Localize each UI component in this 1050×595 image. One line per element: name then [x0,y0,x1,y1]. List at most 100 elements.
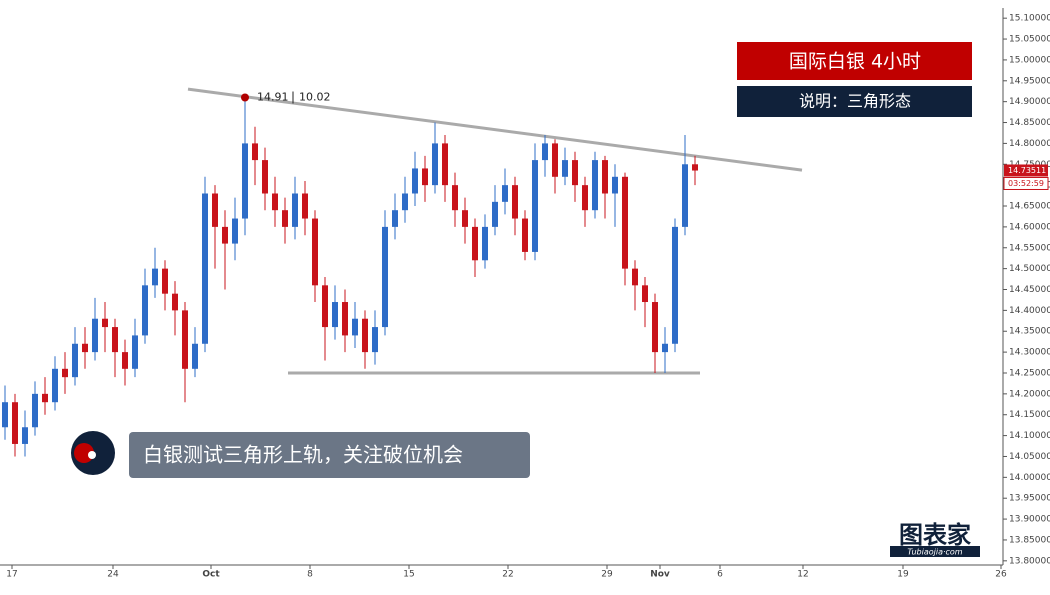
candle-body [42,393,48,403]
chart-subtitle: 说明：三角形态 [799,92,911,111]
y-tick-label: 14.55000 [1009,243,1050,253]
candle-body [422,168,428,186]
candle-body [282,210,288,227]
y-tick-label: 14.00000 [1009,473,1050,483]
candle-body [662,343,668,353]
x-tick-label: 12 [797,570,808,580]
y-tick-label: 14.40000 [1009,306,1050,316]
candle-body [152,268,158,286]
y-tick-label: 14.15000 [1009,410,1050,420]
candle-body [52,368,58,403]
candle-body [32,393,38,428]
y-tick-label: 14.05000 [1009,452,1050,462]
analyst-icon-detail [88,451,96,459]
candle-body [232,218,238,244]
candle-body [572,160,578,186]
candle-body [202,193,208,344]
analyst-icon-detail [74,443,94,463]
candle-body [102,318,108,328]
callout-text: 白银测试三角形上轨，关注破位机会 [143,443,463,467]
x-tick-label: 26 [995,570,1007,580]
candle-body [262,160,268,194]
x-tick-label: 8 [307,570,313,580]
y-tick-label: 15.10000 [1009,14,1050,24]
candle-body [562,160,568,177]
candle-body [12,402,18,444]
chart-title: 国际白银 4小时 [789,51,921,73]
candle-body [72,343,78,378]
candle-body [192,343,198,369]
candle-body [632,268,638,286]
x-tick-label: Nov [650,570,670,580]
candle-body [592,160,598,211]
candle-body [222,226,228,244]
candle-body [372,327,378,353]
candle-body [352,318,358,336]
peak-change: 10.02 [299,90,331,103]
x-tick-label: 24 [107,570,119,580]
candle-body [652,302,658,353]
candle-body [542,143,548,161]
y-tick-label: 14.20000 [1009,389,1050,399]
y-tick-label: 13.85000 [1009,535,1050,545]
candle-body [582,185,588,211]
candle-body [82,343,88,353]
candle-body [112,327,118,353]
y-tick-label: 15.00000 [1009,55,1050,65]
x-tick-label: Oct [202,570,220,580]
x-tick-label: 29 [601,570,613,580]
candle-body [412,168,418,194]
subtitle-box [737,86,972,117]
candle-body [182,310,188,369]
peak-price: 14.91 [257,90,289,103]
x-tick-label: 15 [403,570,414,580]
logo-url: Tubiaojia·com [907,548,962,557]
candle-body [312,218,318,286]
candle-body [522,218,528,252]
candle-body [502,185,508,202]
candle-body [482,226,488,261]
y-tick-label: 14.35000 [1009,327,1050,337]
candle-body [672,226,678,344]
logo: 图表家 [899,521,971,549]
candle-body [492,201,498,227]
candle-body [532,160,538,252]
candle-body [442,143,448,186]
candle-body [382,226,388,328]
candle-body [402,193,408,211]
candle-body [242,143,248,219]
y-tick-label: 14.60000 [1009,222,1050,232]
candle-body [692,164,698,171]
y-tick-label: 14.25000 [1009,368,1050,378]
title-box [737,42,972,80]
x-tick-label: 22 [502,570,513,580]
candle-body [462,210,468,227]
plot: 13.80000 13.85000 13.90000 13.95000 14.00000… [2,14,1050,580]
candle-body [322,285,328,328]
candle-body [472,226,478,261]
x-tick-label: 6 [717,570,723,580]
y-tick-label: 14.30000 [1009,348,1050,358]
candle-body [142,285,148,336]
candle-body [2,402,8,428]
candle-body [162,268,168,294]
candle-body [452,185,458,211]
y-tick-label: 14.85000 [1009,118,1050,128]
countdown-box [1003,176,1049,190]
candle-body [22,427,28,444]
candle-body [212,193,218,227]
candle-body [392,210,398,227]
y-tick-label: 14.50000 [1009,264,1050,274]
y-tick-label: 15.05000 [1009,35,1050,45]
candle-body [62,368,68,378]
candle-body [512,185,518,219]
candle-body [622,176,628,269]
candle-body [432,143,438,186]
y-tick-label: 14.10000 [1009,431,1050,441]
candle-body [132,335,138,369]
candle-body [642,285,648,303]
candle-body [602,160,608,194]
last-price-box [1004,164,1048,177]
candle-body [252,143,258,161]
